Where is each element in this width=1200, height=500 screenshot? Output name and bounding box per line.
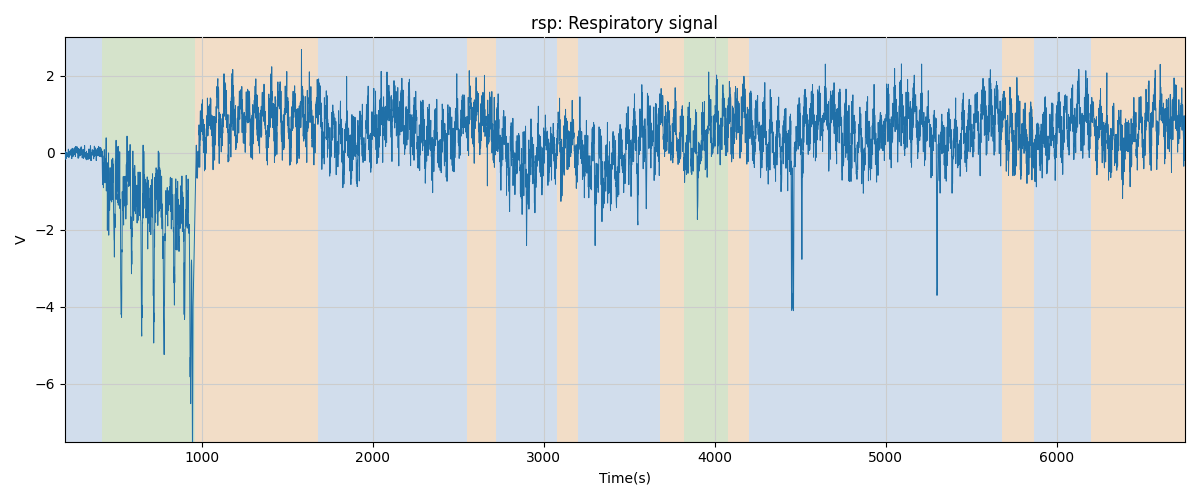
- Bar: [1034, 38, 1091, 442]
- Y-axis label: V: V: [16, 235, 29, 244]
- Bar: [660, 38, 684, 442]
- Bar: [805, 38, 1002, 442]
- Bar: [1091, 38, 1186, 442]
- Bar: [194, 38, 318, 442]
- Bar: [102, 38, 194, 442]
- Bar: [65, 38, 102, 442]
- Bar: [728, 38, 749, 442]
- Bar: [318, 38, 467, 442]
- X-axis label: Time(s): Time(s): [599, 471, 650, 485]
- Bar: [1002, 38, 1034, 442]
- Title: rsp: Respiratory signal: rsp: Respiratory signal: [532, 15, 719, 33]
- Bar: [684, 38, 728, 442]
- Bar: [578, 38, 660, 442]
- Bar: [749, 38, 805, 442]
- Bar: [496, 38, 557, 442]
- Bar: [557, 38, 578, 442]
- Bar: [467, 38, 496, 442]
